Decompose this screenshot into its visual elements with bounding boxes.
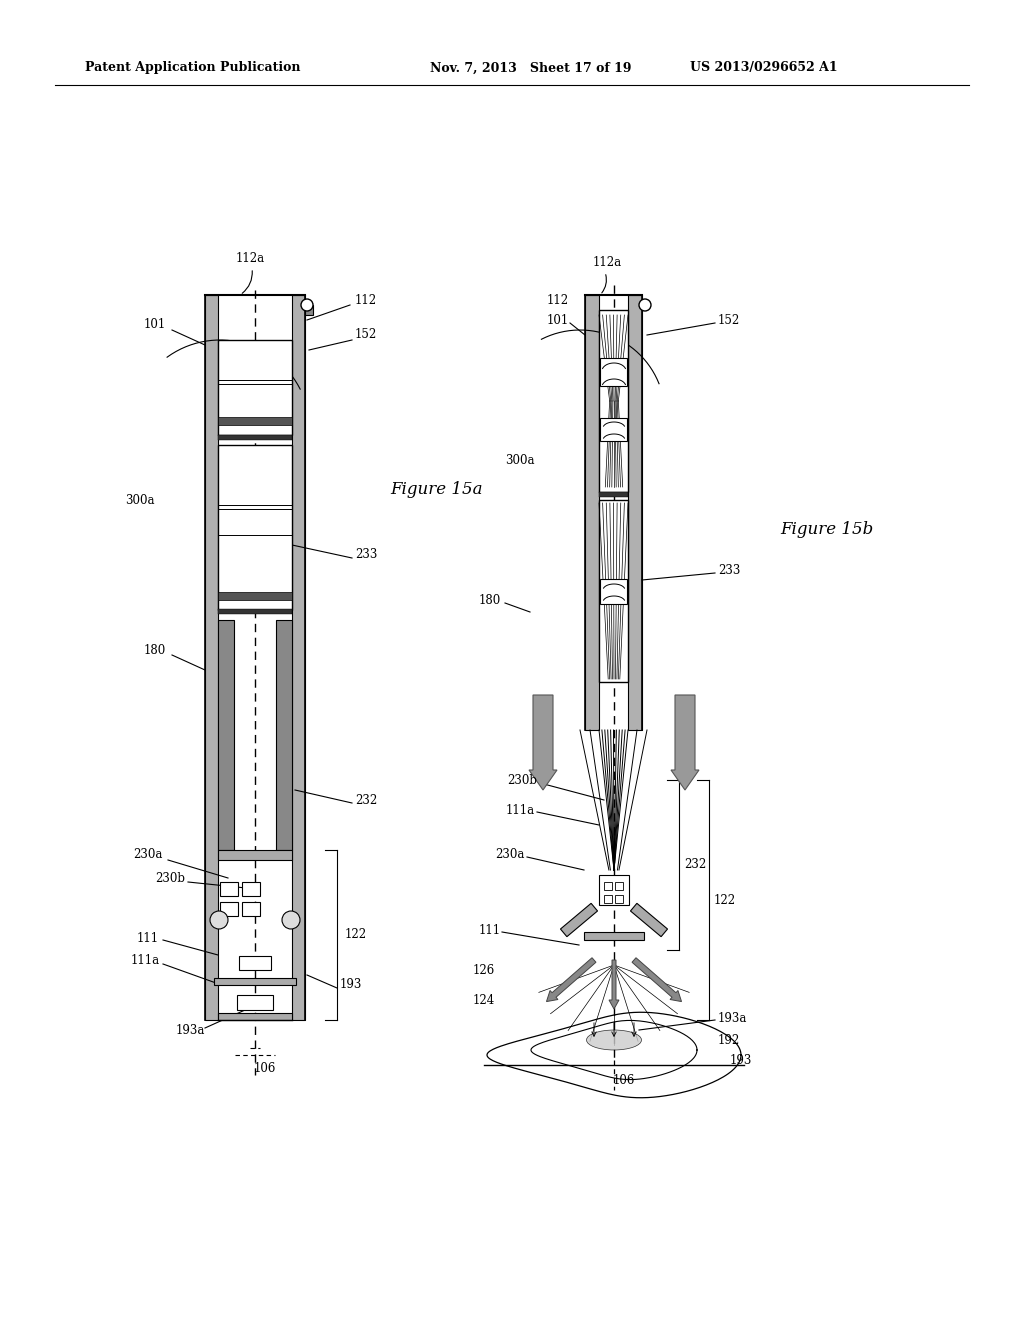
Text: 152: 152 xyxy=(355,329,377,342)
Bar xyxy=(599,310,628,492)
Text: Nov. 7, 2013   Sheet 17 of 19: Nov. 7, 2013 Sheet 17 of 19 xyxy=(430,62,632,74)
Ellipse shape xyxy=(587,1030,641,1049)
FancyArrow shape xyxy=(547,958,596,1002)
Bar xyxy=(585,294,599,730)
Bar xyxy=(220,882,238,896)
Text: 233: 233 xyxy=(718,564,740,577)
Text: 193a: 193a xyxy=(718,1011,748,1024)
Bar xyxy=(237,995,273,1010)
Bar xyxy=(600,358,627,385)
Circle shape xyxy=(210,911,228,929)
Text: 192: 192 xyxy=(718,1034,740,1047)
Text: 193a: 193a xyxy=(175,1023,205,1036)
Bar xyxy=(218,591,292,601)
Text: 300a: 300a xyxy=(125,494,155,507)
Text: 232: 232 xyxy=(355,793,377,807)
Text: US 2013/0296652 A1: US 2013/0296652 A1 xyxy=(690,62,838,74)
Text: 152: 152 xyxy=(718,314,740,326)
Bar xyxy=(628,294,642,730)
Bar xyxy=(218,609,292,614)
Bar xyxy=(242,882,260,896)
Circle shape xyxy=(282,911,300,929)
Bar xyxy=(276,620,292,850)
Text: 122: 122 xyxy=(345,928,368,941)
Text: 112: 112 xyxy=(355,293,377,306)
Text: 101: 101 xyxy=(547,314,569,326)
Text: 112a: 112a xyxy=(236,252,264,264)
Bar xyxy=(599,875,629,906)
Text: 230b: 230b xyxy=(507,774,537,787)
Text: 230a: 230a xyxy=(496,849,524,862)
Text: 126: 126 xyxy=(473,964,496,977)
Text: 111a: 111a xyxy=(130,953,160,966)
Bar xyxy=(218,436,292,440)
Bar xyxy=(242,902,260,916)
Bar xyxy=(218,620,234,850)
Text: 180: 180 xyxy=(479,594,501,606)
Text: 112a: 112a xyxy=(593,256,622,268)
Text: 180: 180 xyxy=(144,644,166,656)
Circle shape xyxy=(639,300,651,312)
Text: Patent Application Publication: Patent Application Publication xyxy=(85,62,300,74)
FancyArrow shape xyxy=(632,958,682,1002)
Text: 122: 122 xyxy=(714,894,736,907)
Text: 112: 112 xyxy=(547,293,569,306)
Text: 111: 111 xyxy=(137,932,159,945)
Bar xyxy=(218,445,292,610)
Bar xyxy=(218,341,292,436)
Bar xyxy=(205,294,218,1020)
FancyArrow shape xyxy=(529,696,557,789)
Circle shape xyxy=(301,300,313,312)
Text: Figure 15a: Figure 15a xyxy=(390,482,482,499)
Bar xyxy=(220,902,238,916)
Text: 300a: 300a xyxy=(505,454,535,466)
Text: 111: 111 xyxy=(479,924,501,936)
Text: 193: 193 xyxy=(730,1053,753,1067)
Polygon shape xyxy=(631,903,668,937)
Bar xyxy=(218,417,292,425)
Bar xyxy=(218,1012,292,1020)
Bar xyxy=(599,492,628,498)
Bar xyxy=(600,579,627,605)
Bar xyxy=(604,895,612,903)
Text: 230b: 230b xyxy=(155,871,185,884)
Bar xyxy=(615,882,623,890)
Polygon shape xyxy=(560,903,598,937)
Bar xyxy=(214,978,296,985)
Text: 101: 101 xyxy=(144,318,166,331)
Text: 230a: 230a xyxy=(133,849,163,862)
Bar xyxy=(305,305,313,315)
Bar xyxy=(218,850,292,861)
Text: 233: 233 xyxy=(355,549,378,561)
Text: 106: 106 xyxy=(612,1073,635,1086)
Bar xyxy=(600,418,627,441)
Text: 124: 124 xyxy=(473,994,496,1006)
Bar xyxy=(604,882,612,890)
Bar xyxy=(239,956,271,970)
Text: Figure 15b: Figure 15b xyxy=(780,521,873,539)
Bar xyxy=(615,895,623,903)
Text: 111a: 111a xyxy=(506,804,535,817)
Text: 193: 193 xyxy=(340,978,362,991)
Bar xyxy=(599,500,628,682)
Text: 106: 106 xyxy=(254,1061,276,1074)
Bar xyxy=(584,932,644,940)
FancyArrow shape xyxy=(609,960,618,1008)
FancyArrow shape xyxy=(671,696,699,789)
Text: 232: 232 xyxy=(684,858,707,871)
Bar xyxy=(292,294,305,1020)
